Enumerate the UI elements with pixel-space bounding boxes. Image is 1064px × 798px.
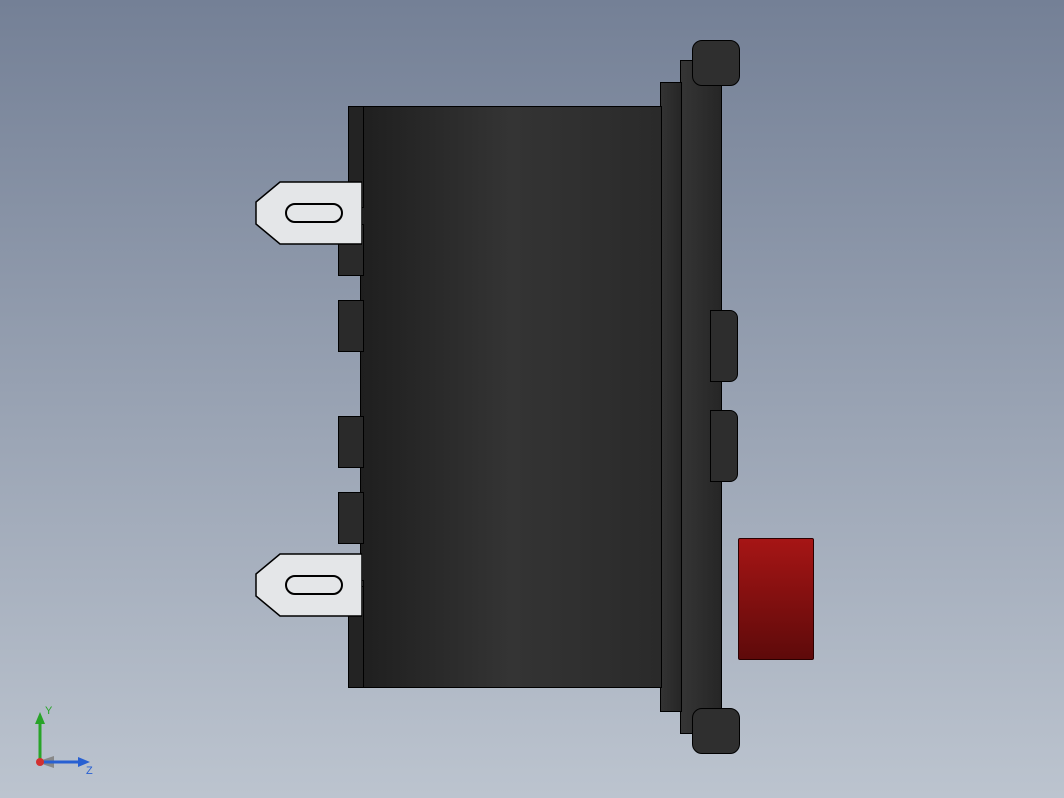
red-switch-button [738, 538, 814, 660]
cad-model-side-view [240, 60, 880, 760]
flange-tab-bottom [692, 708, 740, 754]
body-notch [338, 492, 364, 544]
spade-terminal-lower [250, 550, 362, 620]
flange-inner-plate [660, 82, 682, 712]
flange-outer-plate [680, 60, 722, 734]
spade-terminal-upper [250, 178, 362, 248]
axis-label-z: Z [86, 765, 93, 777]
body-notch [338, 300, 364, 352]
snap-latch-upper [710, 310, 738, 382]
housing-body [360, 106, 662, 688]
flange-tab-top [692, 40, 740, 86]
axis-label-y: Y [45, 705, 53, 717]
body-notch [338, 416, 364, 468]
view-axis-triad[interactable]: Y Z [20, 698, 100, 778]
snap-latch-lower [710, 410, 738, 482]
cad-viewport[interactable]: Y Z [0, 0, 1064, 798]
